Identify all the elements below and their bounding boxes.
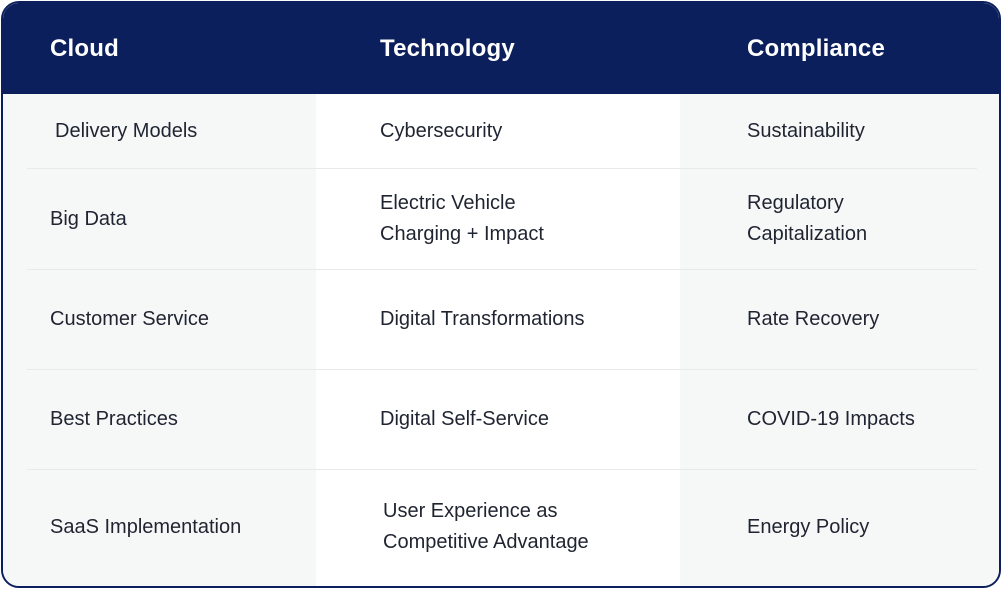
- column-background-compliance: [680, 3, 999, 586]
- cell-text: Sustainability: [747, 119, 865, 142]
- cell-text: Cybersecurity: [380, 119, 503, 142]
- cell-cloud: SaaS Implementation: [50, 470, 241, 584]
- cell-text: SaaS Implementation: [50, 515, 242, 538]
- cell-text: Rate Recovery: [747, 308, 880, 330]
- cell-text: Digital Transformations: [380, 308, 585, 330]
- header-technology: Technology: [380, 34, 515, 62]
- cell-technology: Digital Self-Service: [380, 370, 549, 469]
- cell-compliance: Regulatory Capitalization: [747, 169, 867, 269]
- cell-text: Digital Self-Service: [380, 408, 549, 430]
- cell-text: Big Data: [50, 207, 127, 230]
- table-header: Cloud Technology Compliance: [3, 3, 999, 94]
- cell-cloud: Delivery Models: [55, 94, 197, 168]
- cell-technology: Electric Vehicle Charging + Impact: [380, 169, 544, 269]
- cell-compliance: Sustainability: [747, 94, 865, 168]
- cell-text: Customer Service: [50, 308, 209, 330]
- row-divider: [27, 168, 977, 169]
- cell-cloud: Big Data: [50, 169, 127, 269]
- header-cloud: Cloud: [50, 34, 119, 62]
- column-background-technology: [316, 3, 680, 586]
- cell-text: Delivery Models: [55, 119, 198, 142]
- cell-text: Energy Policy: [747, 515, 870, 538]
- header-compliance: Compliance: [747, 34, 886, 62]
- cell-text-line: Electric Vehicle: [380, 192, 516, 214]
- column-background-cloud: [3, 3, 316, 586]
- cell-text: Best Practices: [50, 408, 178, 430]
- cell-text-line: Capitalization: [747, 223, 868, 245]
- cell-compliance: Rate Recovery: [747, 270, 879, 369]
- cell-technology: Digital Transformations: [380, 270, 585, 369]
- cell-cloud: Best Practices: [50, 370, 178, 469]
- cell-cloud: Customer Service: [50, 270, 209, 369]
- cell-text-line: Competitive Advantage: [383, 531, 589, 553]
- row-divider: [27, 469, 977, 470]
- row-divider: [27, 369, 977, 370]
- cell-text-line: Regulatory: [747, 192, 844, 214]
- cell-text-line: User Experience as: [383, 500, 558, 522]
- cell-compliance: Energy Policy: [747, 470, 869, 584]
- row-divider: [27, 269, 977, 270]
- cell-technology: Cybersecurity: [380, 94, 502, 168]
- cell-compliance: COVID-19 Impacts: [747, 370, 915, 469]
- cell-text: COVID-19 Impacts: [747, 408, 915, 430]
- cell-technology: User Experience as Competitive Advantage: [383, 470, 589, 584]
- cell-text-line: Charging + Impact: [380, 223, 544, 245]
